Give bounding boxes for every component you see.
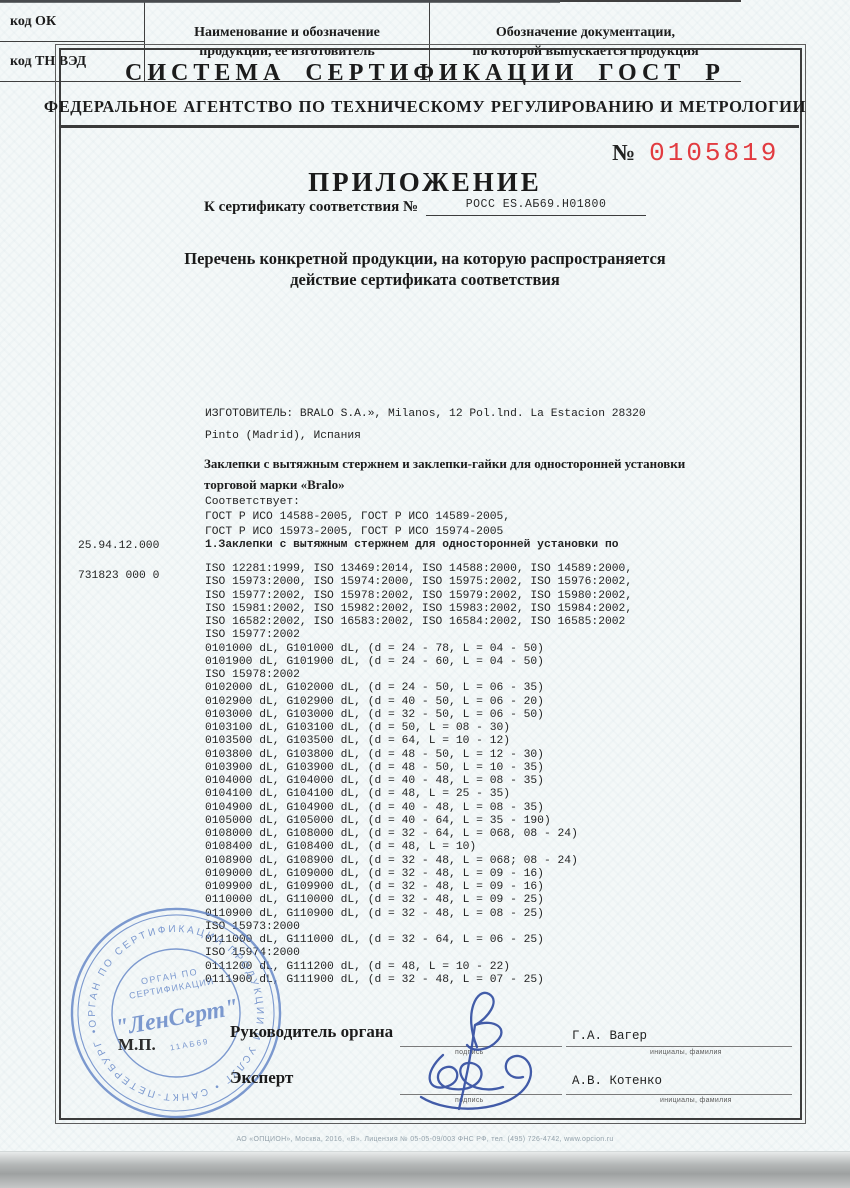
iso-line: 0102900 dL, G102900 dL, (d = 40 - 50, L … xyxy=(205,695,544,708)
iso-line: ISO 12281:1999, ISO 13469:2014, ISO 1458… xyxy=(205,563,633,575)
certificate-reference: К сертификату соответствия № РОСС ES.АБ6… xyxy=(0,198,850,216)
iso-line: 0103000 dL, G103000 dL, (d = 32 - 50, L … xyxy=(205,708,544,721)
iso-line: ISO 16582:2002, ISO 16583:2002, ISO 1658… xyxy=(205,616,626,628)
page-frame xyxy=(55,44,806,1124)
iso-line: 0108900 dL, G108900 dL, (d = 32 - 48, L … xyxy=(205,854,578,867)
blank-number: № 0105819 xyxy=(612,138,779,168)
agency-title: ФЕДЕРАЛЬНОЕ АГЕНТСТВО ПО ТЕХНИЧЕСКОМУ РЕ… xyxy=(43,97,807,116)
expert-name-line xyxy=(566,1094,792,1095)
iso-line: 0104000 dL, G104000 dL, (d = 40 - 48, L … xyxy=(205,775,544,787)
document-title: ПРИЛОЖЕНИЕ xyxy=(308,167,542,197)
iso-line: 0111900 dL, G111900 dL, (d = 32 - 48, L … xyxy=(205,973,544,986)
iso-line: 0108400 dL, G108400 dL, (d = 48, L = 10) xyxy=(205,841,477,854)
iso-standards-list: ISO 12281:1999, ISO 13469:2014, ISO 1458… xyxy=(205,563,632,987)
iso-line: 0110000 dL, G110000 dL, (d = 32 - 48, L … xyxy=(205,894,544,907)
item1-title: 1.Заклепки с вытяжным стержнем для однос… xyxy=(205,539,619,551)
product-description-line1: Заклепки с вытяжным стержнем и заклепки-… xyxy=(204,456,686,471)
head-name-caption: инициалы, фамилия xyxy=(650,1049,722,1056)
page-frame-inner xyxy=(59,48,802,1120)
expert-name-caption: инициалы, фамилия xyxy=(660,1097,732,1104)
product-name-header-line2: продукции, ее изготовитель xyxy=(199,43,375,59)
expert-signature-line xyxy=(400,1094,562,1095)
product-description-line2: торговой марки «Bralo» xyxy=(204,477,345,492)
subtitle-line2: действие сертификата соответствия xyxy=(290,270,560,289)
iso-line: ISO 15977:2002, ISO 15978:2002, ISO 1597… xyxy=(205,589,633,602)
code-tnved-value: 731823 000 0 xyxy=(78,570,160,582)
iso-line: 0102000 dL, G102000 dL, (d = 24 - 50, L … xyxy=(205,682,544,695)
documentation-header: Обозначение документации, по которой вып… xyxy=(472,23,698,61)
subtitle-line1: Перечень конкретной продукции, на котору… xyxy=(184,249,666,268)
number-sign: № xyxy=(612,140,636,165)
conforms-label: Соответствует: xyxy=(205,496,300,508)
iso-line: ISO 15981:2002, ISO 15982:2002, ISO 1598… xyxy=(205,602,633,615)
certificate-label: К сертификату соответствия № xyxy=(203,199,419,215)
manufacturer-line1: ИЗГОТОВИТЕЛЬ: BRALO S.A.», Milanos, 12 P… xyxy=(205,408,646,420)
iso-line: ISO 15973:2000 xyxy=(205,920,300,933)
iso-line: 0103100 dL, G103100 dL, (d = 50, L = 08 … xyxy=(205,722,511,734)
certification-stamp: ОРГАН ПО СЕРТИФИКАЦИИ ПРОДУКЦИИ И УСЛУГ … xyxy=(70,907,282,1119)
handwritten-signatures xyxy=(419,991,533,1111)
product-name-header-line1: Наименование и обозначение xyxy=(194,24,380,40)
header-separator xyxy=(61,125,799,128)
head-name-line xyxy=(566,1046,792,1047)
iso-line: ISO 15973:2000, ISO 15974:2000, ISO 1597… xyxy=(205,576,633,589)
scan-top-edge xyxy=(0,0,560,3)
subtitle: Перечень конкретной продукции, на котору… xyxy=(0,248,850,290)
iso-line: 0109900 dL, G109900 dL, (d = 32 - 48, L … xyxy=(205,881,544,893)
head-of-body-label: Руководитель органа xyxy=(230,1022,394,1041)
head-name: Г.А. Вагер xyxy=(572,1029,648,1043)
iso-line: 0101900 dL, G101900 dL, (d = 24 - 60, L … xyxy=(205,655,544,668)
iso-line: 0108000 dL, G108000 dL, (d = 32 - 64, L … xyxy=(205,828,578,840)
code-ok-value: 25.94.12.000 xyxy=(78,540,160,552)
head-signature-line xyxy=(400,1046,562,1047)
code-ok-header: код ОК xyxy=(0,2,144,42)
iso-line: 0103900 dL, G103900 dL, (d = 48 - 50, L … xyxy=(205,761,544,774)
documentation-header-line2: по которой выпускается продукция xyxy=(472,43,699,59)
code-tnved-header: код ТН ВЭД xyxy=(10,54,87,69)
documentation-header-line1: Обозначение документации, xyxy=(495,24,676,40)
gost-line2: ГОСТ Р ИСО 15973-2005, ГОСТ Р ИСО 15974-… xyxy=(205,526,504,538)
iso-line: 0111000 dL, G111000 dL, (d = 32 - 64, L … xyxy=(205,934,544,946)
iso-line: 0104900 dL, G104900 dL, (d = 40 - 48, L … xyxy=(205,801,544,814)
iso-line: ISO 15978:2002 xyxy=(205,669,300,681)
expert-signature-caption: подпись xyxy=(455,1097,484,1104)
expert-label: Эксперт xyxy=(230,1068,294,1087)
iso-line: 0104100 dL, G104100 dL, (d = 48, L = 25 … xyxy=(205,788,511,801)
column-codes: код ОК код ТН ВЭД xyxy=(0,2,145,81)
iso-line: ISO 15977:2002 xyxy=(205,629,300,642)
certificate-number: РОСС ES.АБ69.Н01800 xyxy=(465,198,607,211)
manufacturer-line2: Pinto (Madrid), Испания xyxy=(205,430,361,442)
head-signature-caption: подпись xyxy=(455,1049,484,1056)
iso-line: 0101000 dL, G101000 dL, (d = 24 - 78, L … xyxy=(205,642,544,655)
column-documentation: Обозначение документации, по которой вып… xyxy=(430,2,741,81)
expert-name: А.В. Котенко xyxy=(572,1074,663,1088)
iso-line: 0103800 dL, G103800 dL, (d = 48 - 50, L … xyxy=(205,748,544,761)
gost-line1: ГОСТ Р ИСО 14588-2005, ГОСТ Р ИСО 14589-… xyxy=(205,511,511,523)
iso-line: 0111200 dL, G111200 dL, (d = 48, L = 10 … xyxy=(205,960,511,973)
signature-stroke-expert xyxy=(419,1023,533,1111)
iso-line: 0105000 dL, G105000 dL, (d = 40 - 64, L … xyxy=(205,814,551,827)
scan-bottom-edge xyxy=(0,1151,850,1188)
column-product-name: Наименование и обозначение продукции, ее… xyxy=(145,2,430,81)
iso-line: ISO 15974:2000 xyxy=(205,947,300,960)
printer-fine-print: АО «ОПЦИОН», Москва, 2016, «В». Лицензия… xyxy=(236,1136,614,1143)
stamp-place-label: М.П. xyxy=(118,1035,156,1054)
iso-line: 0103500 dL, G103500 dL, (d = 64, L = 10 … xyxy=(205,735,511,748)
certificate-number-blank: РОСС ES.АБ69.Н01800 xyxy=(426,198,647,216)
number-value: 0105819 xyxy=(649,138,780,168)
stamp-code: 11АБ69 xyxy=(169,1037,210,1053)
product-name-header: Наименование и обозначение продукции, ее… xyxy=(194,23,380,61)
iso-line: 0109000 dL, G109000 dL, (d = 32 - 48, L … xyxy=(205,867,544,880)
products-table-header: код ОК код ТН ВЭД Наименование и обознач… xyxy=(0,0,741,82)
system-title: СИСТЕМА СЕРТИФИКАЦИИ ГОСТ Р xyxy=(125,60,725,86)
